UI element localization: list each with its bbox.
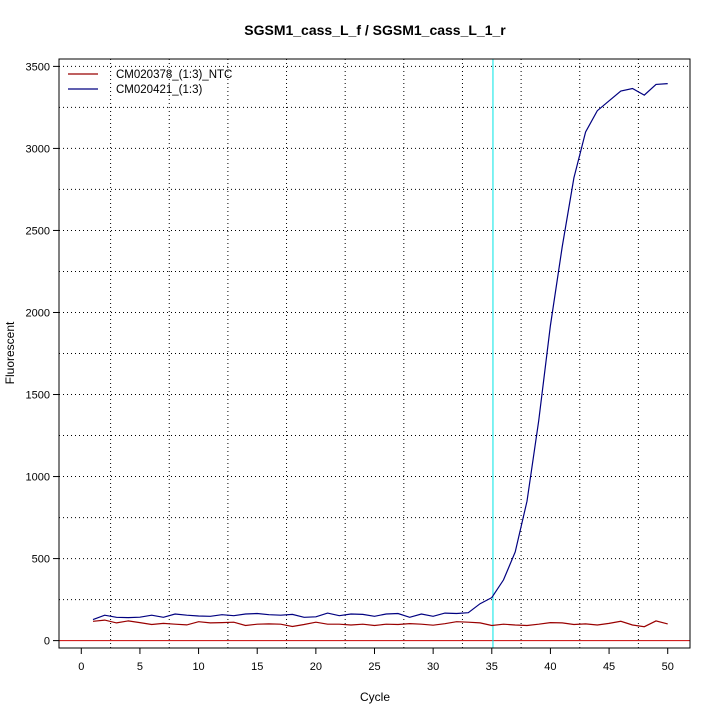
y-tick-label: 2000 xyxy=(26,307,50,319)
chart-title: SGSM1_cass_L_f / SGSM1_cass_L_1_r xyxy=(244,22,506,38)
x-tick-label: 25 xyxy=(368,661,380,673)
y-tick-label: 500 xyxy=(32,554,50,566)
y-tick-label: 3500 xyxy=(26,61,50,73)
x-tick-label: 5 xyxy=(137,661,143,673)
x-tick-label: 0 xyxy=(78,661,84,673)
x-tick-label: 50 xyxy=(662,661,674,673)
x-tick-label: 10 xyxy=(192,661,204,673)
legend-label: CM020421_(1:3) xyxy=(116,84,202,96)
y-tick-label: 3000 xyxy=(26,143,50,155)
x-tick-label: 35 xyxy=(486,661,498,673)
y-tick-label: 1000 xyxy=(26,472,50,484)
x-tick-label: 20 xyxy=(310,661,322,673)
y-axis: 0 500 1000 1500 2000 2500 3000 3500 xyxy=(26,61,59,648)
x-tick-label: 40 xyxy=(544,661,556,673)
legend: CM020378_(1:3)_NTC CM020421_(1:3) xyxy=(68,69,232,96)
y-tick-label: 2500 xyxy=(26,225,50,237)
legend-label: CM020378_(1:3)_NTC xyxy=(116,69,232,81)
x-tick-label: 30 xyxy=(427,661,439,673)
x-tick-label: 45 xyxy=(603,661,615,673)
series-line-2 xyxy=(92,83,668,621)
series-layer xyxy=(92,83,668,628)
reference-lines xyxy=(59,59,690,648)
x-axis: 0 5 10 15 20 25 30 35 40 45 50 xyxy=(78,648,674,673)
x-tick-label: 15 xyxy=(251,661,263,673)
y-tick-label: 0 xyxy=(44,636,50,648)
y-axis-label: Fluorescent xyxy=(3,321,17,384)
x-axis-label: Cycle xyxy=(360,690,390,704)
series-line-1 xyxy=(92,619,668,628)
y-tick-label: 1500 xyxy=(26,390,50,402)
